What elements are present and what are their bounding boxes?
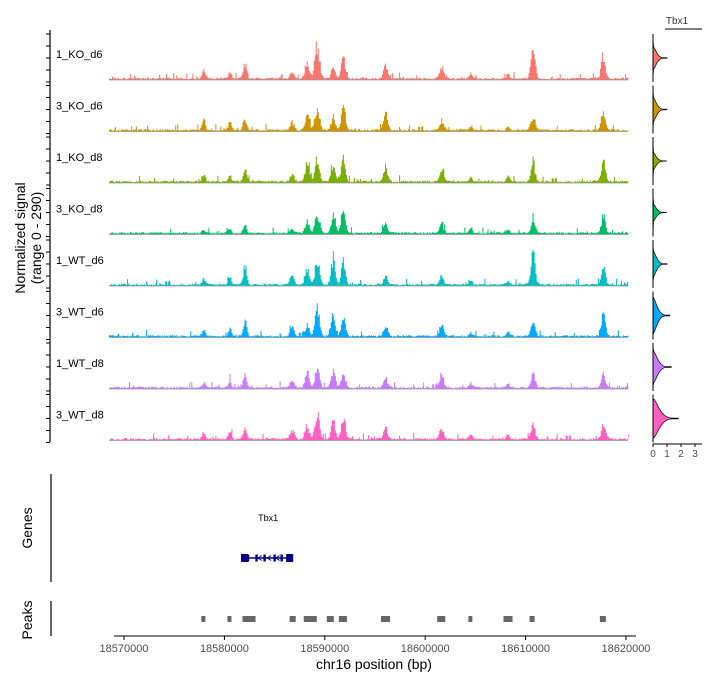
position-axis: 18570000 18580000 18590000 18600000 18610000… xyxy=(100,635,650,655)
y-axis-label-line1: Normalized signal xyxy=(12,182,28,293)
peak-region xyxy=(437,616,446,622)
violin-3_KO_d8 xyxy=(652,188,667,237)
gene-exon xyxy=(246,554,250,562)
peak-region xyxy=(599,616,606,622)
violin-1_WT_d8 xyxy=(652,343,672,391)
peak-region xyxy=(529,616,535,622)
track-label-1_KO_d6: 1_KO_d6 xyxy=(56,49,102,61)
violin-shape-3_WT_d6 xyxy=(652,296,671,335)
peak-region xyxy=(468,616,473,622)
violin-x-tick-label: 2 xyxy=(678,449,684,460)
track-label-1_WT_d8: 1_WT_d8 xyxy=(56,358,104,370)
violin-x-tick-label: 1 xyxy=(664,449,670,460)
track-label-3_KO_d8: 3_KO_d8 xyxy=(56,204,102,216)
x-axis-tick-label: 18590000 xyxy=(300,643,349,655)
peak-region xyxy=(289,616,296,622)
peak-region xyxy=(326,616,334,622)
coverage-area-1_KO_d6 xyxy=(108,41,629,80)
x-axis-tick-label: 18570000 xyxy=(100,643,149,655)
y-axis-label-line2: (range 0 - 290) xyxy=(28,192,44,285)
x-axis-label: chr16 position (bp) xyxy=(316,656,432,672)
coverage-area-1_WT_d6 xyxy=(108,249,629,286)
coverage-track-3_KO_d6: 3_KO_d6 xyxy=(46,85,629,134)
violin-shape-1_WT_d8 xyxy=(652,347,672,387)
violin-shape-3_KO_d8 xyxy=(652,193,667,232)
coverage-area-3_WT_d6 xyxy=(108,303,629,338)
gene-exon xyxy=(241,554,248,562)
peak-region xyxy=(227,616,232,622)
violin-gene-label: Tbx1 xyxy=(666,16,689,27)
violin-3_KO_d6 xyxy=(652,85,668,134)
x-axis-tick-label: 18610000 xyxy=(501,643,550,655)
x-axis-tick-label: 18620000 xyxy=(601,643,650,655)
peaks-track-label: Peaks xyxy=(19,601,35,640)
peak-region xyxy=(338,616,347,622)
x-axis-tick-label: 18580000 xyxy=(200,643,249,655)
coverage-track-1_WT_d8: 1_WT_d8 xyxy=(46,342,629,392)
violin-shape-3_WT_d8 xyxy=(652,398,679,439)
coverage-track-1_KO_d6: 1_KO_d6 xyxy=(46,33,629,83)
violin-1_KO_d6 xyxy=(652,34,668,82)
strand-arrow xyxy=(275,555,280,561)
violin-3_WT_d6 xyxy=(652,291,671,340)
violin-shape-3_KO_d6 xyxy=(652,90,668,129)
violin-1_KO_d8 xyxy=(652,137,667,185)
track-label-3_WT_d6: 3_WT_d6 xyxy=(56,307,104,319)
coverage-area-1_KO_d8 xyxy=(108,154,629,183)
coverage-track-1_KO_d8: 1_KO_d8 xyxy=(46,136,629,186)
peak-region xyxy=(201,616,206,622)
coverage-area-3_KO_d8 xyxy=(108,210,629,235)
gene-exon xyxy=(286,554,294,562)
x-axis-tick-label: 18600000 xyxy=(401,643,450,655)
gene-annotation-track: Tbx1 xyxy=(50,474,294,582)
peak-region xyxy=(381,616,391,622)
gene-exon xyxy=(280,554,283,562)
gene-exon xyxy=(255,554,258,562)
coverage-area-3_WT_d8 xyxy=(108,412,629,441)
gene-exon xyxy=(263,554,266,562)
coverage-tracks: 1_KO_d6 3_KO_d6 1_KO_d8 3_KO_d8 1_WT_d6 3_WT_… xyxy=(46,30,629,443)
track-label-1_WT_d6: 1_WT_d6 xyxy=(56,255,104,267)
coverage-area-3_KO_d6 xyxy=(108,104,629,132)
peak-region xyxy=(503,616,513,622)
track-label-1_KO_d8: 1_KO_d8 xyxy=(56,152,102,164)
peak-region xyxy=(242,616,256,622)
violin-x-tick-label: 3 xyxy=(692,449,698,460)
track-label-3_WT_d8: 3_WT_d8 xyxy=(56,410,104,422)
genes-track-label: Genes xyxy=(19,507,35,548)
peak-region xyxy=(303,616,317,622)
coverage-area-1_WT_d8 xyxy=(108,368,629,389)
strand-arrow xyxy=(266,555,272,561)
violin-shape-1_KO_d8 xyxy=(652,141,667,181)
track-label-3_KO_d6: 3_KO_d6 xyxy=(56,101,102,113)
violin-3_WT_d8 xyxy=(652,394,679,443)
gene-exon xyxy=(273,554,276,562)
coverage-track-3_KO_d8: 3_KO_d8 xyxy=(46,188,629,237)
coverage-track-3_WT_d6: 3_WT_d6 xyxy=(46,291,629,340)
coverage-track-3_WT_d8: 3_WT_d8 xyxy=(46,394,629,443)
violin-1_WT_d6 xyxy=(652,240,668,288)
violin-shape-1_KO_d6 xyxy=(652,38,668,78)
coverage-track-1_WT_d6: 1_WT_d6 xyxy=(46,239,629,289)
gene-name-label: Tbx1 xyxy=(258,513,278,523)
violin-x-tick-label: 0 xyxy=(650,449,656,460)
peaks-track xyxy=(50,601,606,636)
violin-shape-1_WT_d6 xyxy=(652,244,668,284)
strand-arrow xyxy=(257,555,262,561)
